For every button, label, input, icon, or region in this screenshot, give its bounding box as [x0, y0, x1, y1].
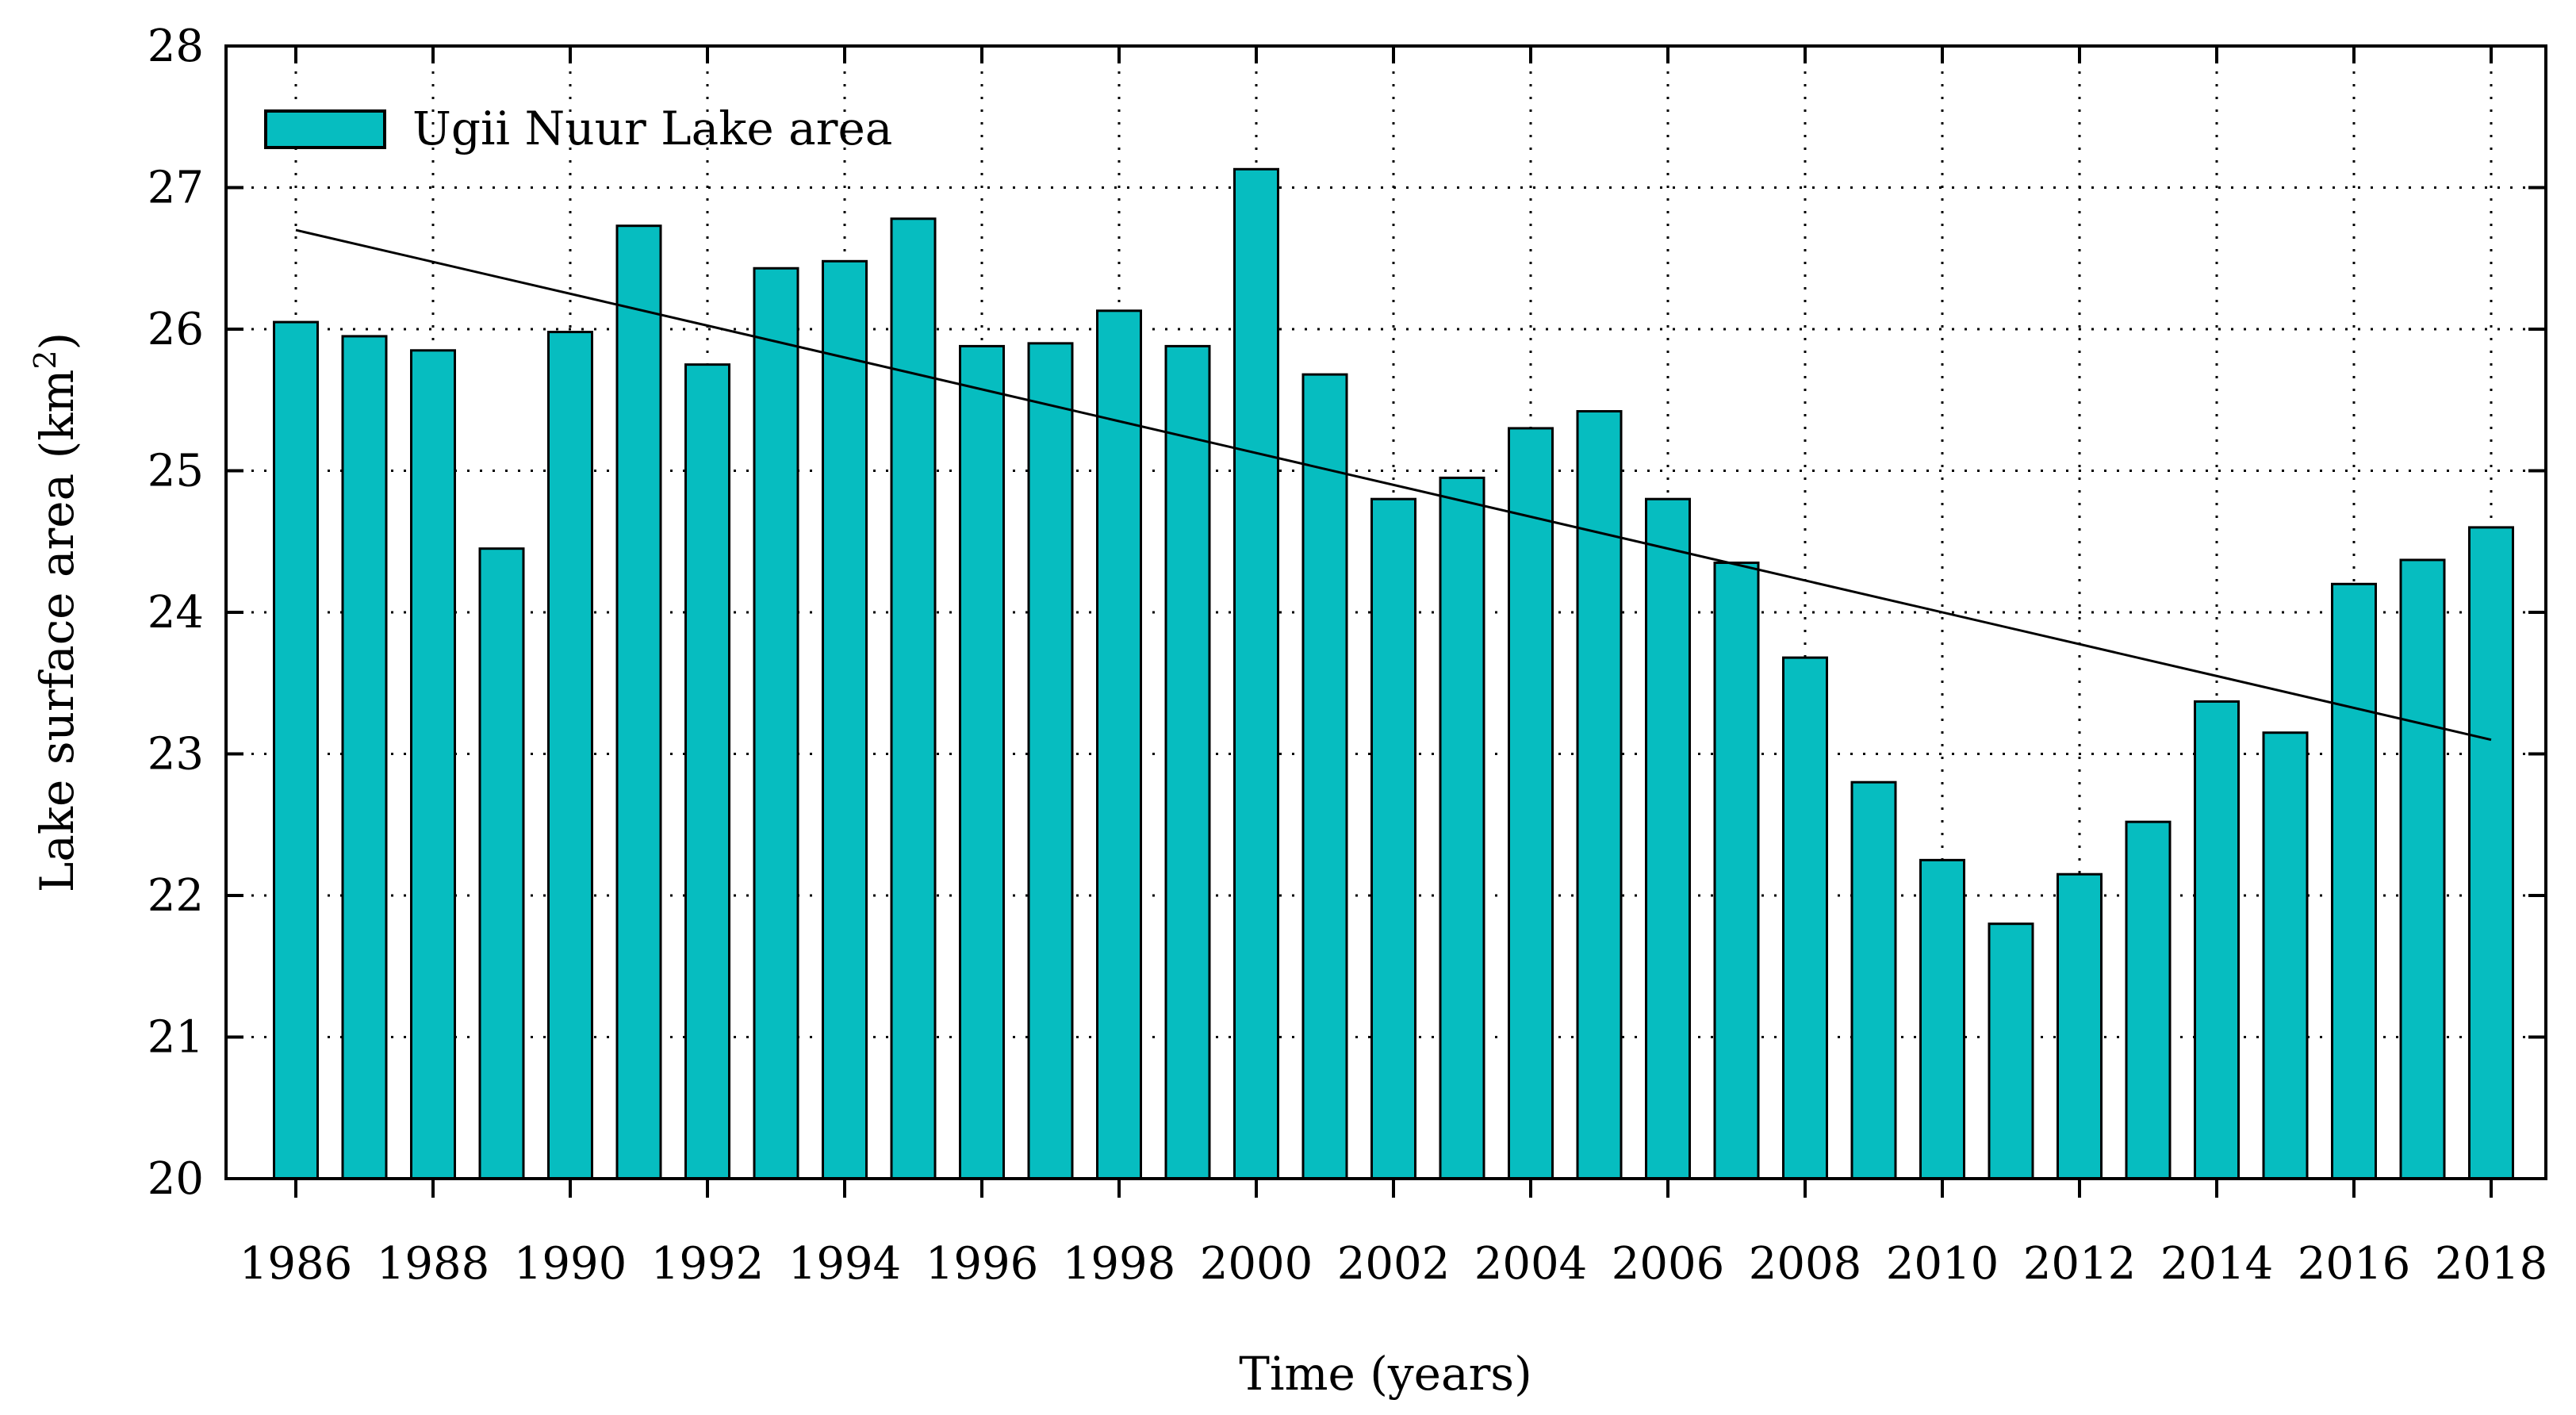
x-tick-label: 2008: [1749, 1238, 1862, 1290]
bar-2005: [1576, 410, 1623, 1180]
bar-2013: [2125, 820, 2172, 1180]
x-tick-label: 2004: [1474, 1238, 1588, 1290]
y-axis-title-main: Lake surface area (km: [30, 370, 84, 893]
trend-line-group: [295, 228, 2492, 742]
legend-label: Ugii Nuur Lake area: [412, 102, 892, 155]
bar-2001: [1301, 373, 1348, 1180]
bar-1995: [890, 217, 937, 1180]
bar-2012: [2057, 872, 2103, 1180]
y-axis-title-sup: 2: [28, 350, 63, 369]
x-tick-label: 2018: [2435, 1238, 2548, 1290]
bar-2011: [1988, 922, 2034, 1180]
bar-1986: [273, 320, 319, 1180]
bar-1990: [547, 331, 593, 1180]
bar-1997: [1027, 342, 1074, 1180]
x-tick-label: 2014: [2160, 1238, 2274, 1290]
bar-2017: [2399, 558, 2446, 1180]
axis-ticks: [226, 44, 2546, 1198]
x-tick-label: 1990: [514, 1238, 627, 1290]
x-tick-label: 2000: [1200, 1238, 1313, 1290]
y-tick-label: 24: [148, 587, 204, 638]
x-tick-labels: 1986 1988 1990 1992 1994 1996 1998 2000 2002 2004…: [240, 1238, 2548, 1290]
x-tick-label: 1986: [240, 1238, 353, 1290]
bar-2018: [2468, 526, 2514, 1180]
legend-swatch: [264, 109, 386, 149]
x-tick-label: 1992: [651, 1238, 765, 1290]
bar-2002: [1370, 497, 1416, 1180]
bar-1991: [615, 224, 662, 1180]
bar-2016: [2331, 582, 2377, 1180]
y-axis-title: Lake surface area (km2): [28, 332, 84, 892]
x-tick-label: 2010: [1886, 1238, 1999, 1290]
bar-2003: [1439, 476, 1485, 1180]
bar-1992: [684, 363, 730, 1180]
bar-1999: [1164, 344, 1211, 1180]
bar-1998: [1096, 309, 1142, 1180]
bar-1996: [959, 344, 1005, 1180]
trend-line: [295, 228, 2492, 742]
bar-2000: [1233, 167, 1279, 1180]
x-tick-label: 2012: [2023, 1238, 2137, 1290]
y-tick-label: 20: [148, 1153, 204, 1205]
bar-2014: [2194, 700, 2240, 1180]
bar-1987: [341, 335, 388, 1180]
x-axis-title: Time (years): [1239, 1347, 1531, 1401]
y-tick-labels: 20 21 22 23 24 25 26 27 28: [148, 21, 204, 1205]
y-tick-label: 28: [148, 21, 204, 72]
x-tick-label: 1994: [788, 1238, 902, 1290]
y-tick-label: 23: [148, 729, 204, 780]
bar-2006: [1645, 497, 1691, 1180]
bar-1988: [410, 349, 456, 1180]
x-tick-label: 2002: [1337, 1238, 1451, 1290]
y-tick-label: 27: [148, 163, 204, 214]
y-tick-label: 26: [148, 304, 204, 355]
y-axis-title-close: ): [30, 332, 84, 351]
bar-2015: [2262, 731, 2309, 1180]
bar-2008: [1782, 656, 1828, 1180]
bar-2007: [1713, 562, 1760, 1180]
bar-2010: [1919, 858, 1965, 1180]
legend: Ugii Nuur Lake area: [264, 102, 892, 155]
y-tick-label: 22: [148, 870, 204, 922]
bar-2004: [1508, 427, 1554, 1180]
bar-1993: [753, 267, 799, 1180]
x-tick-label: 1998: [1063, 1238, 1176, 1290]
x-tick-label: 1996: [926, 1238, 1039, 1290]
y-tick-label: 25: [148, 446, 204, 497]
y-tick-label: 21: [148, 1012, 204, 1064]
bar-1989: [478, 547, 525, 1180]
x-tick-label: 1988: [377, 1238, 490, 1290]
x-tick-label: 2016: [2298, 1238, 2411, 1290]
x-tick-label: 2006: [1612, 1238, 1725, 1290]
bars: [273, 167, 2514, 1180]
bar-1994: [822, 259, 868, 1180]
bar-2009: [1850, 780, 1897, 1180]
